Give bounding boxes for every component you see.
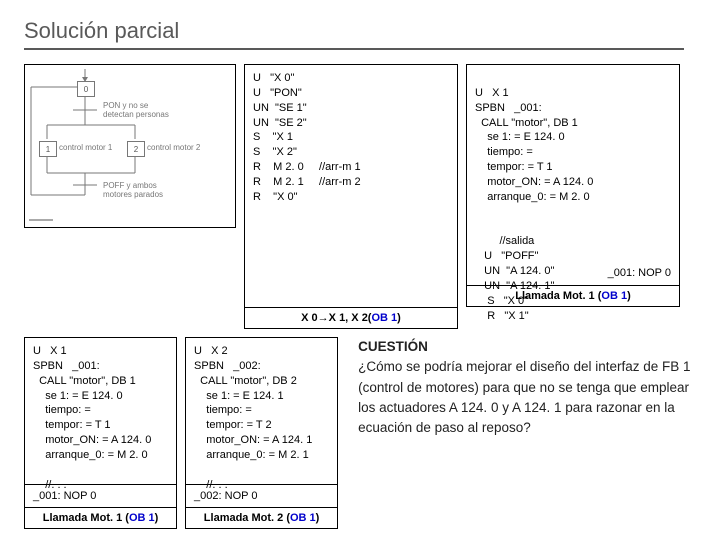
caption-mid-pre: X 0 (301, 312, 318, 324)
caption-mid-link: OB 1 (371, 312, 397, 324)
mid-column: U "X 0" U "PON" UN "SE 1" UN "SE 2" S "X… (244, 64, 458, 329)
caption-right-close: ) (627, 290, 631, 302)
right-column: U X 1 SPBN _001: CALL "motor", DB 1 se 1… (466, 64, 680, 329)
diagram-node-0: 0 (77, 81, 95, 97)
caption-mid-post: X 1, X 2( (329, 312, 372, 324)
right-lines-a: U X 1 SPBN _001: CALL "motor", DB 1 se 1… (475, 87, 593, 203)
bottom-row: U X 1 SPBN _001: CALL "motor", DB 1 se 1… (24, 337, 696, 529)
arrow-icon: → (318, 312, 329, 324)
diagram-label-bottom: POFF y ambos motores parados (103, 181, 163, 199)
diagram-node-2: 2 (127, 141, 145, 157)
caption-b2-link: OB 1 (290, 512, 316, 524)
code-box-right: U X 1 SPBN _001: CALL "motor", DB 1 se 1… (466, 64, 680, 286)
caption-b1-pre: Llamada Mot. 1 ( (43, 512, 129, 524)
diagram-label-left: control motor 1 (59, 143, 112, 152)
diagram-label-right: control motor 2 (147, 143, 200, 152)
caption-b2: Llamada Mot. 2 (OB 1) (185, 507, 338, 529)
top-row: 0 1 2 PON y no se detectan personas cont… (24, 64, 696, 329)
nop-b1: _001: NOP 0 (24, 484, 177, 508)
code-box-b1: U X 1 SPBN _001: CALL "motor", DB 1 se 1… (24, 337, 177, 485)
state-diagram: 0 1 2 PON y no se detectan personas cont… (24, 64, 236, 228)
code-box-mid: U "X 0" U "PON" UN "SE 1" UN "SE 2" S "X… (244, 64, 458, 308)
right-lines-b: //salida U "POFF" UN "A 124. 0" UN "A 12… (475, 235, 554, 321)
nop-b2: _002: NOP 0 (185, 484, 338, 508)
code-box-b2: U X 2 SPBN _002: CALL "motor", DB 2 se 1… (185, 337, 338, 485)
question-block: CUESTIÓN ¿Cómo se podría mejorar el dise… (346, 337, 696, 529)
diagram-node-1: 1 (39, 141, 57, 157)
page-title: Solución parcial (24, 18, 684, 50)
caption-right-link: OB 1 (601, 290, 627, 302)
caption-mid: X 0→X 1, X 2(OB 1) (244, 307, 458, 329)
question-heading: CUESTIÓN (358, 337, 692, 357)
bottom-col-1: U X 1 SPBN _001: CALL "motor", DB 1 se 1… (24, 337, 177, 529)
caption-b1-link: OB 1 (129, 512, 155, 524)
caption-mid-close: ) (397, 312, 401, 324)
question-body: ¿Cómo se podría mejorar el diseño del in… (358, 357, 692, 438)
caption-b2-close: ) (316, 512, 320, 524)
caption-b1-close: ) (155, 512, 159, 524)
bottom-col-2: U X 2 SPBN _002: CALL "motor", DB 2 se 1… (185, 337, 338, 529)
caption-b2-pre: Llamada Mot. 2 ( (204, 512, 290, 524)
caption-b1: Llamada Mot. 1 (OB 1) (24, 507, 177, 529)
diagram-label-top: PON y no se detectan personas (103, 101, 169, 119)
right-nop: _001: NOP 0 (608, 266, 671, 281)
